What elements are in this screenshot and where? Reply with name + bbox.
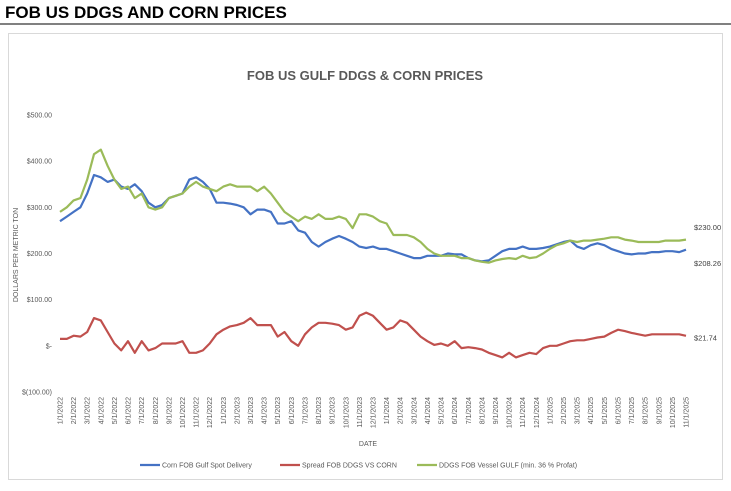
x-tick-label: 5/1/2025 (602, 397, 609, 424)
x-tick-label: 7/1/2022 (139, 397, 146, 424)
x-tick-label: 5/1/2023 (275, 397, 282, 424)
x-tick-label: 2/1/2023 (234, 397, 241, 424)
end-label: $21.74 (694, 333, 717, 342)
x-tick-label: 8/1/2023 (316, 397, 323, 424)
x-tick-label: 11/1/2022 (194, 397, 201, 428)
chart-title: FOB US GULF DDGS & CORN PRICES (247, 68, 484, 83)
x-tick-label: 2/1/2025 (561, 397, 568, 424)
y-tick-label: $500.00 (27, 113, 52, 120)
x-tick-label: 3/1/2024 (411, 397, 418, 424)
x-tick-label: 1/1/2025 (547, 397, 554, 424)
x-axis-label: DATE (359, 441, 377, 448)
x-tick-label: 3/1/2023 (248, 397, 255, 424)
y-tick-label: $(100.00) (22, 390, 52, 397)
end-label: $208.26 (694, 259, 721, 268)
x-tick-label: 1/1/2023 (221, 397, 228, 424)
page-title: FOB US DDGS AND CORN PRICES (5, 3, 287, 22)
x-tick-label: 3/1/2025 (575, 397, 582, 424)
x-tick-label: 6/1/2022 (126, 397, 133, 424)
x-tick-label: 5/1/2024 (439, 397, 446, 424)
x-tick-label: 7/1/2025 (629, 397, 636, 424)
x-tick-label: 7/1/2024 (466, 397, 473, 424)
x-tick-label: 6/1/2025 (615, 397, 622, 424)
y-tick-label: $200.00 (27, 251, 52, 258)
x-tick-label: 1/1/2022 (58, 397, 65, 424)
chart-frame (8, 33, 723, 480)
x-tick-label: 4/1/2025 (588, 397, 595, 424)
y-axis-label: DOLLARS PER METRIC TON (13, 208, 20, 302)
x-tick-label: 12/1/2024 (534, 397, 541, 428)
x-tick-label: 5/1/2022 (112, 397, 119, 424)
series-line (60, 311, 687, 359)
y-tick-label: $400.00 (27, 159, 52, 166)
x-tick-label: 6/1/2024 (452, 397, 459, 424)
x-tick-label: 4/1/2022 (98, 397, 105, 424)
legend-label: Corn FOB Gulf Spot Delivery (162, 463, 252, 470)
legend-label: DDGS FOB Vessel GULF (min. 36 % Profat) (439, 463, 577, 470)
series-line (59, 148, 687, 264)
x-tick-label: 4/1/2024 (425, 397, 432, 424)
x-tick-label: 3/1/2022 (85, 397, 92, 424)
y-tick-label: $- (46, 343, 53, 350)
x-tick-label: 8/1/2024 (479, 397, 486, 424)
x-tick-label: 9/1/2024 (493, 397, 500, 424)
x-tick-label: 9/1/2023 (330, 397, 337, 424)
x-tick-label: 9/1/2022 (166, 397, 173, 424)
x-tick-label: 10/1/2024 (507, 397, 514, 428)
x-tick-label: 10/1/2022 (180, 397, 187, 428)
x-tick-label: 2/1/2024 (398, 397, 405, 424)
x-tick-label: 11/1/2024 (520, 397, 527, 428)
x-tick-label: 8/1/2022 (153, 397, 160, 424)
x-tick-label: 1/1/2024 (384, 397, 391, 424)
y-tick-label: $100.00 (27, 297, 52, 304)
x-tick-label: 12/1/2023 (371, 397, 378, 428)
y-tick-label: $300.00 (27, 205, 52, 212)
x-tick-label: 8/1/2025 (643, 397, 650, 424)
x-tick-label: 4/1/2023 (262, 397, 269, 424)
x-tick-label: 9/1/2025 (656, 397, 663, 424)
end-label: $230.00 (694, 223, 721, 232)
x-tick-label: 6/1/2023 (289, 397, 296, 424)
x-tick-label: 7/1/2023 (302, 397, 309, 424)
x-tick-label: 11/1/2025 (684, 397, 691, 428)
x-tick-label: 2/1/2022 (71, 397, 78, 424)
x-tick-label: 11/1/2023 (357, 397, 364, 428)
x-tick-label: 10/1/2023 (343, 397, 350, 428)
x-tick-label: 12/1/2022 (207, 397, 214, 428)
legend-label: Spread FOB DDGS VS CORN (302, 463, 397, 470)
x-tick-label: 10/1/2025 (670, 397, 677, 428)
